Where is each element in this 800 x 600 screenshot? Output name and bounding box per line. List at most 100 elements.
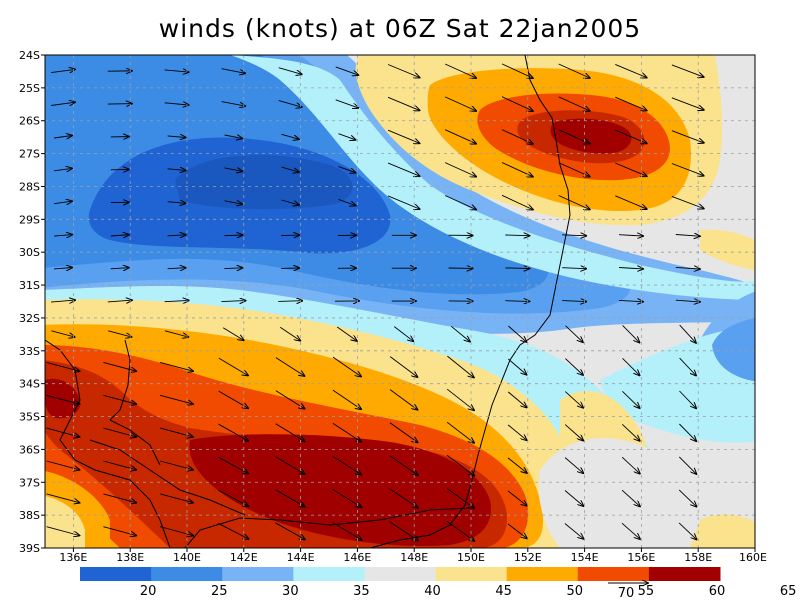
wind-vector [615,96,646,110]
wind-vector [336,326,357,341]
wind-vector [281,166,299,172]
wind-vector [275,423,305,442]
wind-vector [278,67,302,75]
wind-vector [564,490,583,507]
wind-vector [164,70,189,72]
wind-vector [679,390,697,408]
wind-vector [218,357,248,375]
wind-vector [615,195,646,209]
lat-label: 30S [19,246,40,259]
wind-vector [167,268,186,269]
wind-vector [622,390,639,408]
wind-vector [50,300,75,302]
wind-vector [222,327,243,341]
shade-s-65 [189,434,491,546]
wind-vector [505,301,529,302]
wind-vector [507,424,527,440]
wind-vector [160,394,193,404]
wind-vector [501,96,533,111]
wind-vector [53,235,72,237]
wind-vector [338,166,356,173]
wind-vector [387,195,419,209]
wind-vector [618,300,643,301]
wind-vector [46,526,80,536]
colorbar-swatch [364,567,437,581]
wind-vector [615,63,646,77]
colorbar-swatch [435,567,508,581]
colorbar-swatch [506,567,579,581]
wind-vector [108,330,131,337]
lon-label: 148E [400,551,428,564]
wind-vector [444,96,476,111]
wind-vector [564,424,583,441]
colorbar-swatch [577,567,650,581]
wind-vector [46,361,80,371]
wind-vector [444,195,476,210]
shade-n-65 [550,118,632,154]
reference-label: 70 [618,586,635,600]
lake-outline [109,419,161,466]
wind-vector [564,457,583,474]
shade-s-65b [45,378,81,419]
lon-label: 144E [287,551,315,564]
wind-vector [46,427,80,437]
wind-vector [103,526,136,536]
wind-vector [678,489,696,507]
wind-vector [160,427,193,437]
colorbar: 20 25 30 35 40 45 50 55 60 65 [80,567,796,599]
reference-vector: 70 [608,583,648,600]
wind-vector [671,163,704,176]
lat-label: 25S [19,82,40,95]
wind-vector [332,422,361,442]
wind-vector [501,63,533,78]
wind-vector [671,195,704,208]
colorbar-swatch [222,567,294,581]
lat-label: 39S [19,542,40,555]
wind-vector [387,96,419,110]
wind-vector [110,235,129,236]
wind-vector [446,421,474,443]
lon-label: 136E [59,551,87,564]
wind-vectors [46,63,704,541]
lat-label: 37S [19,476,40,489]
lat-label: 33S [19,345,40,358]
lat-label: 28S [19,180,40,193]
wind-vector [622,325,640,342]
wind-vector [679,357,696,375]
wind-vector [389,356,417,377]
lat-label: 32S [19,312,40,325]
wind-vector [103,460,136,470]
wind-vector [103,493,136,503]
wind-vector [507,523,527,539]
lat-label: 27S [19,148,40,161]
colorbar-label: 25 [211,584,228,599]
wind-vector [167,202,186,204]
wind-vector [275,489,305,507]
border-qld-nsw [184,507,471,548]
colorbar-label: 30 [282,584,299,599]
wind-vector [275,357,305,376]
wind-vector [389,455,418,475]
wind-vector [279,326,300,340]
shade-blue-10 [175,155,353,210]
wind-vector [107,104,132,105]
wind-vector [332,356,361,376]
wind-vector [46,493,80,503]
wind-vector [164,330,188,337]
colorbar-swatch [151,567,223,581]
colorbar-label: 20 [140,584,157,599]
wind-vector [678,456,696,474]
wind-vector [281,199,299,205]
wind-vector [508,358,526,375]
wind-vector [278,301,302,302]
wind-vector [221,101,246,107]
wind-vector [224,135,243,138]
wind-vector [675,267,700,269]
colorbar-label: 40 [424,584,441,599]
lat-label: 34S [19,378,40,391]
wind-vector [558,96,590,111]
wind-vector [275,522,305,540]
wind-vector [332,521,362,540]
wind-vector [221,68,246,74]
wind-vector [224,268,242,269]
